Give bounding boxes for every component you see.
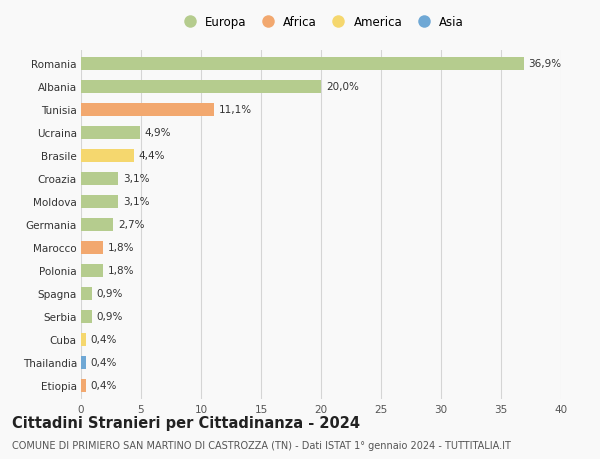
Bar <box>81 173 118 185</box>
Text: 3,1%: 3,1% <box>123 174 149 184</box>
Text: 4,4%: 4,4% <box>139 151 165 161</box>
Text: 0,9%: 0,9% <box>97 289 123 299</box>
Bar <box>81 127 140 140</box>
Bar <box>81 150 134 162</box>
Bar <box>81 58 524 71</box>
Bar <box>81 310 92 323</box>
Bar <box>81 264 103 277</box>
Text: 4,9%: 4,9% <box>145 128 171 138</box>
Text: Cittadini Stranieri per Cittadinanza - 2024: Cittadini Stranieri per Cittadinanza - 2… <box>12 415 360 431</box>
Bar <box>81 104 214 117</box>
Bar <box>81 81 321 94</box>
Text: 0,9%: 0,9% <box>97 312 123 322</box>
Bar <box>81 379 86 392</box>
Text: 36,9%: 36,9% <box>529 59 562 69</box>
Text: 1,8%: 1,8% <box>107 243 134 253</box>
Bar <box>81 241 103 254</box>
Bar <box>81 196 118 208</box>
Bar <box>81 333 86 346</box>
Bar <box>81 218 113 231</box>
Text: 0,4%: 0,4% <box>91 358 117 368</box>
Text: 0,4%: 0,4% <box>91 381 117 391</box>
Legend: Europa, Africa, America, Asia: Europa, Africa, America, Asia <box>178 16 464 29</box>
Bar <box>81 356 86 369</box>
Text: 3,1%: 3,1% <box>123 197 149 207</box>
Text: COMUNE DI PRIMIERO SAN MARTINO DI CASTROZZA (TN) - Dati ISTAT 1° gennaio 2024 - : COMUNE DI PRIMIERO SAN MARTINO DI CASTRO… <box>12 440 511 450</box>
Text: 0,4%: 0,4% <box>91 335 117 345</box>
Text: 11,1%: 11,1% <box>219 105 252 115</box>
Text: 20,0%: 20,0% <box>326 82 359 92</box>
Bar <box>81 287 92 300</box>
Text: 1,8%: 1,8% <box>107 266 134 276</box>
Text: 2,7%: 2,7% <box>118 220 145 230</box>
